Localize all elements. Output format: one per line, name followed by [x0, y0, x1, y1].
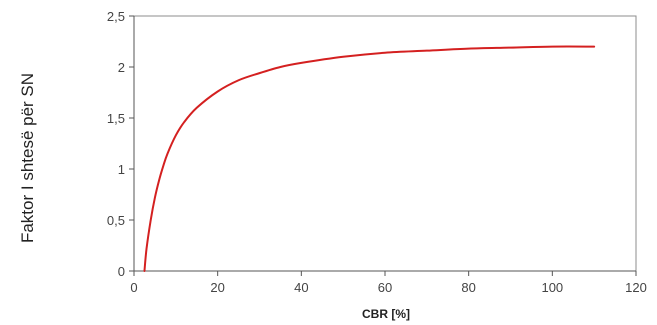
y-tick-label: 2	[118, 60, 125, 75]
x-tick-label: 40	[294, 280, 308, 295]
y-tick-label: 1,5	[107, 111, 125, 126]
y-tick-label: 0,5	[107, 213, 125, 228]
y-tick-label: 1	[118, 162, 125, 177]
axes	[133, 15, 637, 272]
x-axis-title: CBR [%]	[362, 307, 410, 321]
y-axis-title: Faktor I shtesë për SN	[18, 73, 37, 243]
series-line	[143, 45, 596, 272]
ticks: 0 20 40 60 80 100 120 0 0,5 1 1,5 2 2,5	[107, 9, 647, 295]
y-tick-label: 2,5	[107, 9, 125, 24]
plot-area-border	[133, 15, 637, 272]
x-tick-label: 80	[461, 280, 475, 295]
x-tick-label: 20	[210, 280, 224, 295]
x-tick-label: 100	[541, 280, 563, 295]
x-tick-label: 0	[130, 280, 137, 295]
x-tick-label: 60	[378, 280, 392, 295]
series-layer	[143, 45, 596, 272]
x-tick-label: 120	[625, 280, 647, 295]
y-tick-label: 0	[118, 264, 125, 279]
